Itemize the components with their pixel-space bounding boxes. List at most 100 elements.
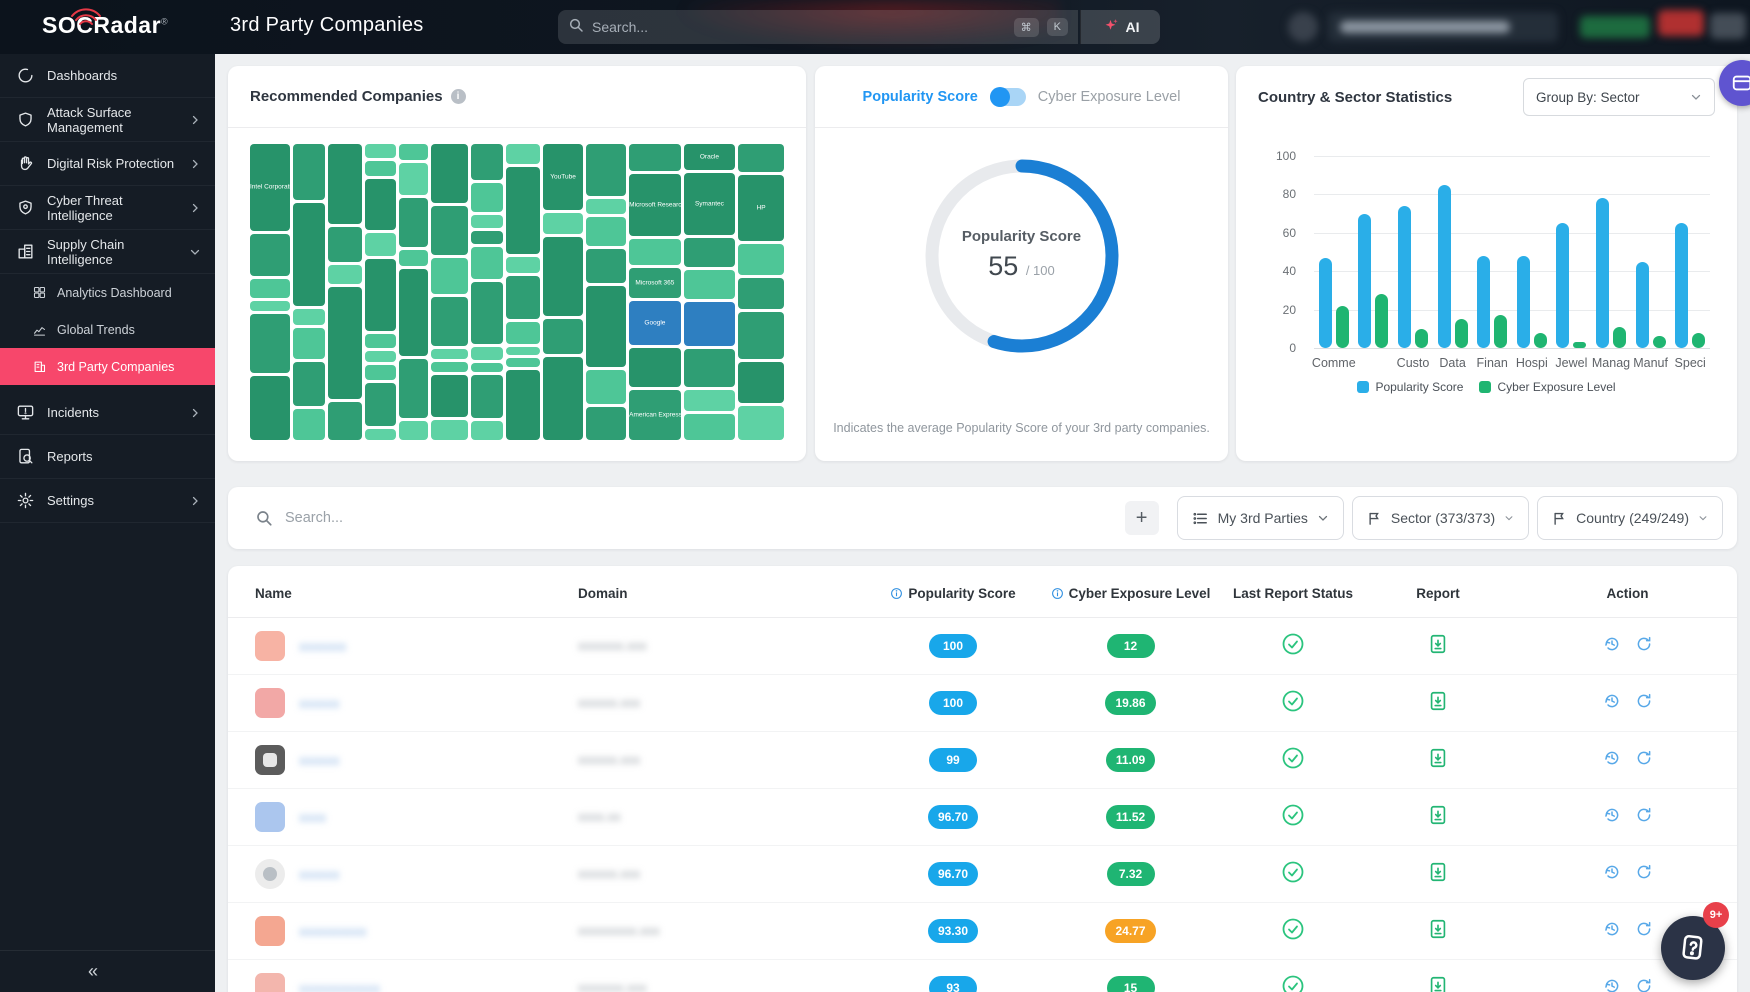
treemap-cell-google[interactable]: Google [629, 300, 681, 346]
treemap-cell[interactable] [364, 144, 397, 159]
treemap-cell[interactable] [586, 285, 627, 368]
treemap-cell-symantec[interactable]: Symantec [683, 173, 736, 235]
cyber-exposure-bar[interactable] [1454, 319, 1468, 348]
popularity-score-bar[interactable] [1318, 257, 1332, 348]
treemap-cell[interactable] [586, 370, 627, 404]
tab-cyber-exposure-level[interactable]: Cyber Exposure Level [1037, 88, 1181, 105]
treemap-cell[interactable] [293, 362, 325, 406]
treemap-cell[interactable] [364, 382, 397, 426]
info-icon[interactable] [1051, 587, 1064, 600]
treemap-cell[interactable] [543, 319, 584, 354]
treemap-cell[interactable] [505, 144, 541, 164]
popularity-score-bar[interactable] [1675, 223, 1689, 348]
treemap-cell[interactable] [431, 258, 469, 295]
treemap-cell[interactable] [471, 375, 503, 418]
popularity-score-bar[interactable] [1398, 205, 1411, 348]
popularity-score-bar[interactable] [1596, 198, 1609, 348]
treemap-cell[interactable] [586, 216, 627, 247]
treemap-cell[interactable] [505, 276, 541, 319]
treemap-cell[interactable] [364, 233, 397, 257]
history-button[interactable] [1603, 806, 1621, 829]
info-icon[interactable]: i [450, 89, 466, 104]
treemap-cell[interactable] [505, 321, 541, 345]
treemap-cell[interactable] [738, 312, 784, 360]
sidebar-item-cyber-threat-intelligence[interactable]: Cyber Threat Intelligence [0, 186, 215, 230]
history-button[interactable] [1603, 863, 1621, 886]
cyber-exposure-bar[interactable] [1375, 294, 1389, 348]
treemap-cell-microsoft-365[interactable]: Microsoft 365 [629, 268, 681, 298]
treemap-cell[interactable] [471, 246, 503, 280]
treemap-cell[interactable] [586, 144, 627, 196]
treemap-cell[interactable] [250, 375, 291, 440]
sidebar-item-incidents[interactable]: Incidents [0, 391, 215, 435]
sidebar-item-digital-risk-protection[interactable]: Digital Risk Protection [0, 142, 215, 186]
treemap-cell-american-express[interactable]: American Express [629, 389, 681, 440]
treemap-cell[interactable] [399, 359, 428, 418]
treemap-cell[interactable] [586, 249, 627, 283]
treemap-cell-intel-corporation[interactable]: Intel Corporation [250, 144, 291, 231]
cyber-exposure-bar[interactable] [1652, 336, 1666, 348]
treemap-cell[interactable] [250, 278, 291, 299]
treemap-cell[interactable] [293, 408, 325, 440]
organization-selector-redacted[interactable] [1328, 12, 1558, 42]
popularity-score-bar[interactable] [1635, 261, 1649, 348]
download-report-button[interactable] [1358, 633, 1518, 660]
popularity-score-bar[interactable] [1477, 255, 1491, 348]
company-name-redacted[interactable]: xxxxxxx [299, 638, 347, 654]
treemap-cell[interactable] [471, 230, 503, 244]
sidebar-item-settings[interactable]: Settings [0, 479, 215, 523]
treemap-cell[interactable] [683, 302, 736, 347]
refresh-button[interactable] [1635, 635, 1653, 658]
refresh-button[interactable] [1635, 863, 1653, 886]
treemap-cell[interactable] [293, 309, 325, 325]
company-name-redacted[interactable]: xxxxxxxxxx [299, 923, 367, 939]
sidebar-item-supply-chain-intelligence[interactable]: Supply Chain Intelligence [0, 230, 215, 274]
treemap-cell[interactable] [738, 144, 784, 173]
treemap-cell[interactable] [505, 358, 541, 367]
sidebar-item-3rd-party-companies[interactable]: 3rd Party Companies [0, 348, 215, 385]
treemap-cell[interactable] [250, 313, 291, 373]
treemap-cell[interactable] [505, 347, 541, 356]
treemap-cell[interactable] [471, 362, 503, 373]
download-report-button[interactable] [1358, 804, 1518, 831]
history-button[interactable] [1603, 635, 1621, 658]
column-header-report[interactable]: Report [1416, 586, 1460, 601]
company-name-redacted[interactable]: xxxxxxxxxxxx [299, 980, 380, 992]
cyber-exposure-bar[interactable] [1415, 328, 1428, 348]
treemap-cell[interactable] [543, 356, 584, 441]
treemap-cell[interactable] [471, 282, 503, 344]
history-button[interactable] [1603, 920, 1621, 943]
sidebar-item-analytics-dashboard[interactable]: Analytics Dashboard [0, 274, 215, 311]
treemap-cell-hp[interactable]: HP [738, 175, 784, 241]
history-button[interactable] [1603, 749, 1621, 772]
treemap-cell[interactable] [586, 198, 627, 214]
company-name-redacted[interactable]: xxxxxx [299, 752, 340, 768]
treemap-cell[interactable] [738, 405, 784, 440]
column-header-popularity-score[interactable]: Popularity Score [873, 586, 1033, 601]
column-header-cyber-exposure[interactable]: Cyber Exposure Level [1033, 586, 1228, 601]
popularity-score-bar[interactable] [1358, 213, 1372, 348]
treemap-cell[interactable] [364, 365, 397, 380]
treemap-cell[interactable] [471, 182, 503, 212]
treemap-cell[interactable] [505, 369, 541, 441]
table-search-input[interactable]: Search... [255, 509, 1125, 527]
treemap-cell[interactable] [431, 361, 469, 372]
treemap-cell[interactable] [364, 350, 397, 363]
history-button[interactable] [1603, 977, 1621, 992]
treemap-cell[interactable] [364, 333, 397, 348]
download-report-button[interactable] [1358, 690, 1518, 717]
treemap-cell[interactable] [471, 346, 503, 360]
treemap-cell[interactable] [431, 349, 469, 359]
refresh-button[interactable] [1635, 749, 1653, 772]
treemap-cell[interactable] [431, 205, 469, 256]
sidebar-item-reports[interactable]: Reports [0, 435, 215, 479]
treemap-cell[interactable] [431, 374, 469, 418]
refresh-button[interactable] [1635, 920, 1653, 943]
company-name-redacted[interactable]: xxxxxx [299, 695, 340, 711]
treemap-cell[interactable] [683, 413, 736, 440]
treemap-cell[interactable] [629, 238, 681, 266]
column-header-action[interactable]: Action [1606, 586, 1649, 601]
treemap-cell[interactable] [431, 297, 469, 347]
treemap-cell[interactable] [431, 144, 469, 203]
treemap-cell[interactable] [471, 214, 503, 228]
